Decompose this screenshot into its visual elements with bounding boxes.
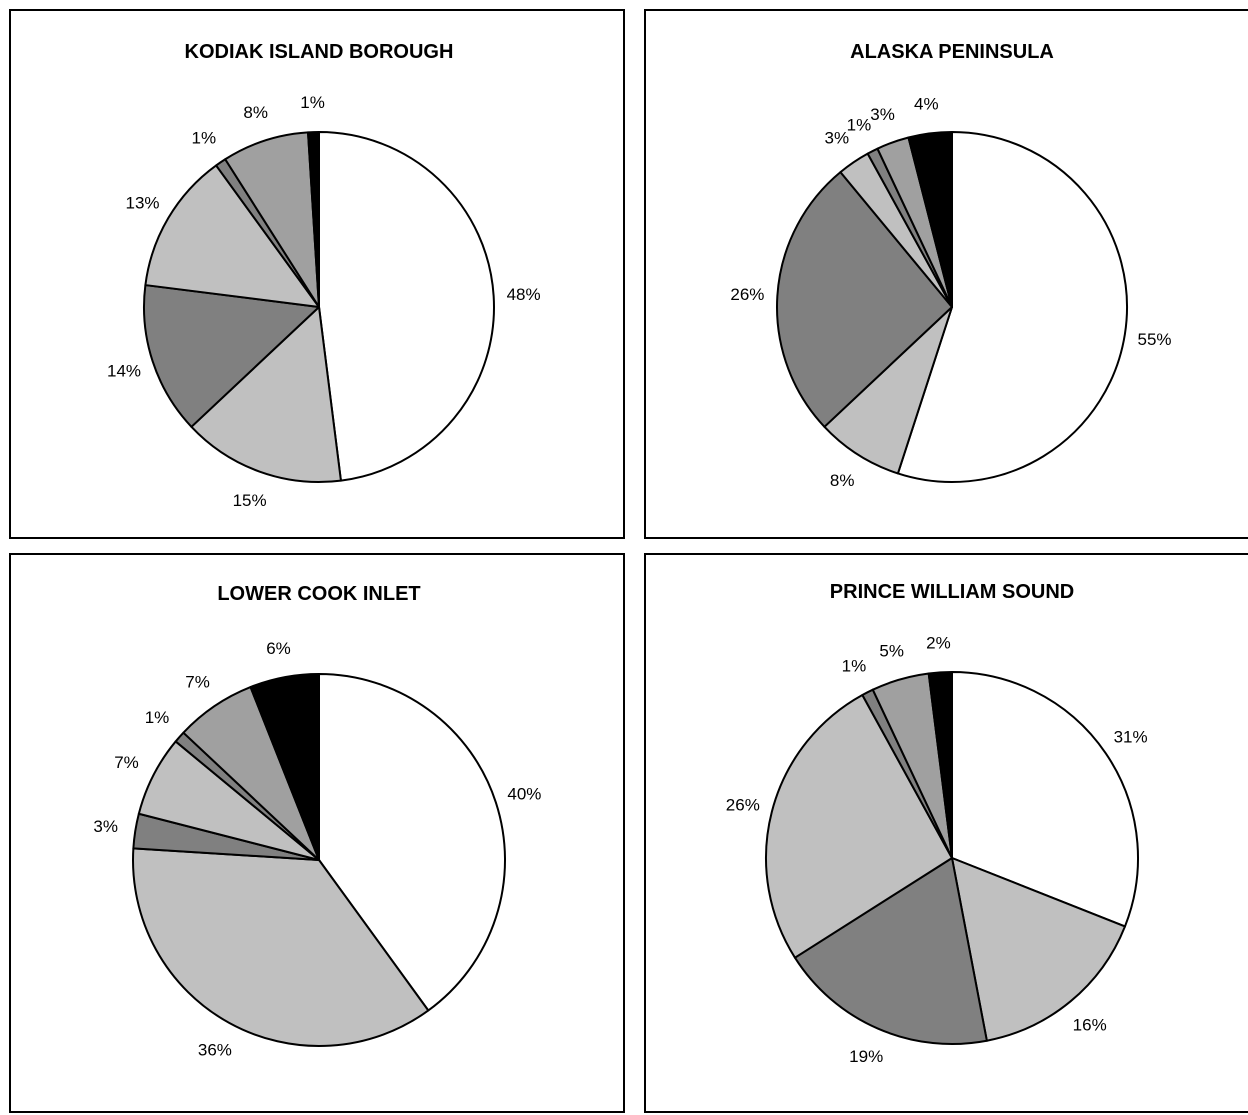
chart-panel-lower-cook-inlet: LOWER COOK INLET 40% 36% 3% 7% 1% 7% 6% xyxy=(9,553,625,1113)
pie-slice xyxy=(249,673,320,861)
slice-label: 4% xyxy=(914,95,939,114)
pie-chart-alaska-peninsula: ALASKA PENINSULA 55% 8% 26% 3%1%3% 4% xyxy=(730,41,1171,491)
chart-panel-prince-william-sound: PRINCE WILLIAM SOUND 31% 16% 19% 26% 1% 5% 2% xyxy=(644,553,1248,1113)
pie-slice xyxy=(775,171,953,428)
pie-slice xyxy=(927,671,953,859)
pie-slice xyxy=(318,131,495,482)
slice-label: 1% xyxy=(145,708,170,727)
pie-slice xyxy=(896,131,1129,483)
pie-slice xyxy=(144,164,320,308)
pie-slice xyxy=(143,284,320,428)
pie-labels: 55% 8% 26% 3%1%3% 4% xyxy=(730,95,1171,491)
slice-label: 6% xyxy=(266,639,291,658)
pie-chart-prince-william-sound: PRINCE WILLIAM SOUND 31% 16% 19% 26% 1% 5% 2% xyxy=(726,581,1148,1066)
slice-label: 7% xyxy=(185,672,210,691)
slice-label: 7% xyxy=(114,753,139,772)
pie-slice xyxy=(951,671,1139,928)
chart-title: KODIAK ISLAND BOROUGH xyxy=(185,41,454,63)
pie-labels: 31% 16% 19% 26% 1% 5% 2% xyxy=(726,633,1148,1066)
slice-label: 48% xyxy=(507,285,541,304)
slice-label: 3% xyxy=(93,817,118,836)
slice-label: 5% xyxy=(879,642,904,661)
slice-label: 26% xyxy=(726,795,760,814)
pie-slice xyxy=(951,857,1126,1042)
slice-label: 3% xyxy=(825,128,850,147)
pie-slice xyxy=(307,131,320,308)
pie-slice xyxy=(793,857,988,1045)
pie-slices xyxy=(132,673,506,1047)
slice-label: 2% xyxy=(926,633,951,652)
pie-slices xyxy=(775,131,1129,483)
pie-chart-lower-cook-inlet: LOWER COOK INLET 40% 36% 3% 7% 1% 7% 6% xyxy=(93,583,541,1060)
pie-slice xyxy=(907,131,953,308)
pie-slices xyxy=(765,671,1139,1045)
slice-label: 16% xyxy=(1073,1015,1107,1034)
slice-label: 1% xyxy=(300,93,325,112)
slice-label: 15% xyxy=(233,491,267,510)
pie-labels: 48% 15% 14% 13% 1% 8% 1% xyxy=(107,93,541,510)
slice-label: 19% xyxy=(849,1047,883,1066)
pie-labels: 40% 36% 3% 7% 1% 7% 6% xyxy=(93,639,541,1060)
chart-title: PRINCE WILLIAM SOUND xyxy=(830,581,1074,603)
slice-label: 1% xyxy=(842,657,867,676)
chart-panel-alaska-peninsula: ALASKA PENINSULA 55% 8% 26% 3% 1% 3% 4% xyxy=(644,9,1248,539)
pie-slice xyxy=(318,673,506,1012)
slice-label: 8% xyxy=(243,103,268,122)
slice-label: 14% xyxy=(107,361,141,380)
chart-panel-kodiak-island-borough: KODIAK ISLAND BOROUGH 48% 15% 14% 13% 1% 8% 1% xyxy=(9,9,625,539)
slice-label: 1% xyxy=(192,128,217,147)
pie-slice xyxy=(765,694,953,959)
slice-label: 1% xyxy=(847,115,872,134)
slice-label: 3% xyxy=(870,105,895,124)
slice-label: 36% xyxy=(198,1040,232,1059)
slice-label: 13% xyxy=(125,194,159,213)
chart-title: ALASKA PENINSULA xyxy=(850,41,1054,63)
slice-label: 26% xyxy=(730,285,764,304)
pie-slices xyxy=(143,131,495,483)
pie-slice xyxy=(190,306,342,483)
pie-slice xyxy=(132,847,430,1047)
slice-label: 40% xyxy=(507,784,541,803)
pie-chart-kodiak: KODIAK ISLAND BOROUGH 48% 15% 14% 13% 1% 8% 1% xyxy=(107,41,541,510)
slice-label: 8% xyxy=(830,471,855,490)
slice-label: 55% xyxy=(1137,330,1171,349)
chart-title: LOWER COOK INLET xyxy=(217,583,420,605)
slice-label: 31% xyxy=(1114,728,1148,747)
